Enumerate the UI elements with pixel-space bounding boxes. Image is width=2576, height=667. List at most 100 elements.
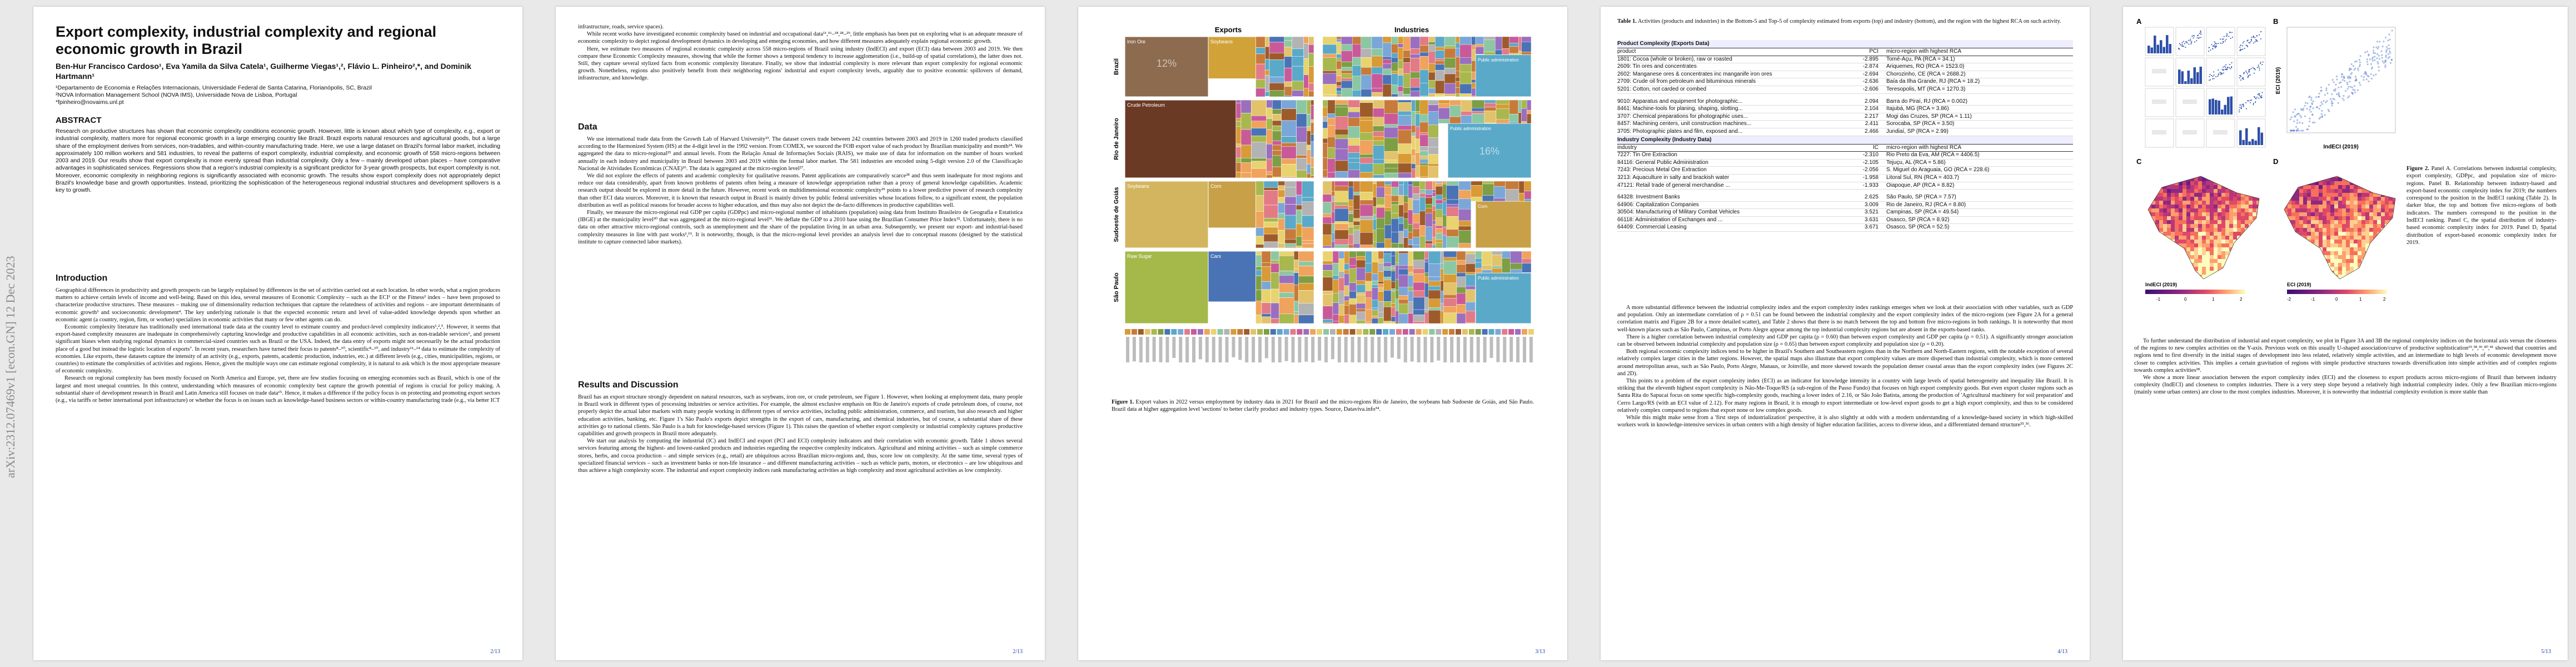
- map-region: [2299, 240, 2303, 243]
- scatter-point: [2368, 76, 2370, 78]
- map-region: [2237, 243, 2241, 247]
- map-region: [2163, 208, 2167, 212]
- legend-swatch: [1290, 329, 1296, 335]
- map-region: [2354, 240, 2358, 243]
- map-region: [2148, 193, 2151, 197]
- map-region: [2214, 228, 2218, 232]
- map-region: [2253, 267, 2256, 271]
- map-region: [2377, 236, 2381, 240]
- map-region: [2194, 193, 2198, 197]
- page4-p4: This points to a problem of the export c…: [1617, 378, 2073, 414]
- corresponding-email[interactable]: *fpinheiro@novaims.unl.pt: [56, 99, 124, 106]
- map-region: [2144, 232, 2148, 236]
- scatter-point: [2315, 96, 2318, 98]
- map-region: [2276, 220, 2280, 224]
- scatter-point: [2359, 84, 2361, 86]
- matrix-point: [2225, 68, 2226, 70]
- map-region: [2198, 212, 2202, 216]
- map-region: [2218, 181, 2221, 185]
- map-region: [2210, 212, 2214, 216]
- map-region: [2233, 259, 2237, 263]
- map-region: [2151, 267, 2155, 271]
- map-region: [2330, 255, 2334, 259]
- map-region: [2334, 177, 2338, 181]
- map-region: [2183, 228, 2186, 232]
- map-region: [2186, 228, 2190, 232]
- map-region: [2369, 220, 2373, 224]
- map-region: [2144, 193, 2148, 197]
- matrix-point: [2245, 44, 2247, 46]
- map-region: [2206, 271, 2210, 275]
- map-region: [2225, 236, 2229, 240]
- legend-label-placeholder: [1397, 337, 1401, 359]
- map-region: [2256, 255, 2259, 259]
- map-region: [2338, 243, 2342, 247]
- map-region: [2148, 247, 2151, 251]
- map-region: [2315, 185, 2319, 189]
- map-region: [2381, 208, 2385, 212]
- scatter-point: [2306, 128, 2308, 131]
- scatter-point: [2321, 103, 2324, 105]
- map-region: [2206, 251, 2210, 255]
- colorbar-d-tick: -2: [2287, 297, 2291, 302]
- map-region: [2303, 212, 2307, 216]
- map-region: [2140, 267, 2144, 271]
- map-region: [2225, 197, 2229, 201]
- map-region: [2350, 267, 2354, 271]
- scatter-point: [2338, 86, 2340, 89]
- map-region: [2334, 185, 2338, 189]
- matrix-point: [2223, 72, 2224, 74]
- legend-swatch: [1508, 329, 1514, 335]
- scatter-point: [2293, 130, 2295, 132]
- map-region: [2338, 189, 2342, 193]
- map-region: [2338, 201, 2342, 205]
- map-region: [2369, 240, 2373, 243]
- map-region: [2198, 193, 2202, 197]
- legend-label-placeholder: [1172, 337, 1176, 358]
- map-region: [2276, 173, 2280, 177]
- map-region: [2365, 259, 2369, 263]
- map-region: [2323, 220, 2326, 224]
- map-region: [2179, 251, 2183, 255]
- matrix-point: [2223, 42, 2224, 43]
- map-region: [2260, 208, 2264, 212]
- map-region: [2190, 193, 2194, 197]
- map-region: [2284, 232, 2288, 236]
- scatter-point: [2331, 93, 2333, 95]
- map-region: [2264, 208, 2268, 212]
- map-region: [2183, 224, 2186, 228]
- map-region: [2171, 236, 2175, 240]
- map-region: [2369, 181, 2373, 185]
- scatter-point: [2326, 100, 2328, 102]
- matrix-point: [2256, 97, 2258, 98]
- map-region: [2175, 240, 2179, 243]
- map-region: [2163, 224, 2167, 228]
- map-region: [2264, 247, 2268, 251]
- map-region: [2155, 224, 2159, 228]
- matrix-point: [2221, 72, 2223, 74]
- map-region: [2315, 224, 2319, 228]
- map-region: [2186, 201, 2190, 205]
- scatter-point: [2369, 58, 2371, 61]
- map-region: [2245, 176, 2249, 177]
- matrix-point: [2246, 40, 2248, 42]
- matrix-point: [2248, 42, 2250, 43]
- map-region: [2167, 208, 2171, 212]
- map-region: [2241, 185, 2245, 189]
- matrix-point: [2248, 69, 2250, 71]
- matrix-point: [2251, 39, 2253, 41]
- map-region: [2148, 263, 2151, 267]
- map-region: [2334, 228, 2338, 232]
- scatter-point: [2324, 101, 2327, 103]
- map-region: [2295, 220, 2299, 224]
- map-region: [2276, 193, 2280, 197]
- map-region: [2221, 251, 2225, 255]
- legend-swatch: [1468, 329, 1474, 335]
- map-region: [2260, 205, 2264, 208]
- map-region: [2245, 197, 2249, 201]
- map-region: [2218, 212, 2221, 216]
- matrix-point: [2211, 44, 2213, 46]
- map-region: [2311, 255, 2315, 259]
- industries-treemap: Public administration: [1322, 36, 1532, 97]
- map-region: [2377, 197, 2381, 201]
